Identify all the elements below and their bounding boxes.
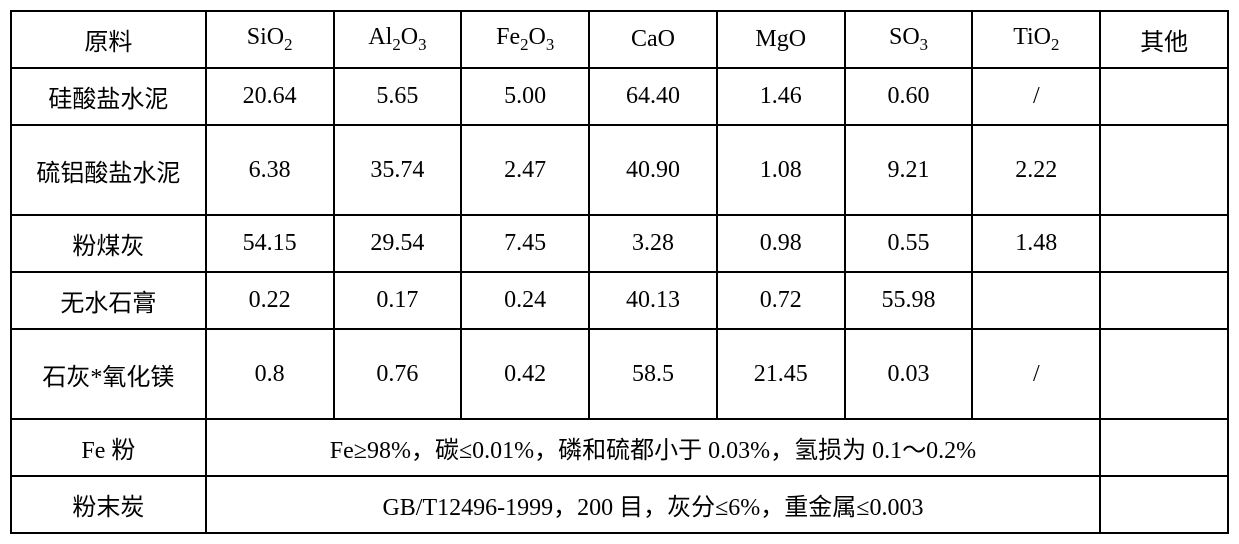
cell-value: 5.00: [461, 68, 589, 125]
table-row: 石灰*氧化镁 0.8 0.76 0.42 58.5 21.45 0.03 /: [11, 329, 1228, 419]
cell-value: [1100, 125, 1228, 215]
cell-value: [972, 272, 1100, 329]
header-tio2: TiO2: [972, 11, 1100, 68]
table-row: 无水石膏 0.22 0.17 0.24 40.13 0.72 55.98: [11, 272, 1228, 329]
cell-value: [1100, 476, 1228, 533]
cell-value: [1100, 329, 1228, 419]
cell-value: [1100, 272, 1228, 329]
row-label: 粉末炭: [11, 476, 206, 533]
cell-value: [1100, 419, 1228, 476]
cell-value: 40.90: [589, 125, 717, 215]
cell-value: 0.8: [206, 329, 334, 419]
cell-value: 0.42: [461, 329, 589, 419]
header-fe2o3: Fe2O3: [461, 11, 589, 68]
composition-table: 原料 SiO2 Al2O3 Fe2O3 CaO MgO SO3 TiO2 其他 …: [10, 10, 1229, 534]
row-label: 无水石膏: [11, 272, 206, 329]
row-label: 粉煤灰: [11, 215, 206, 272]
cell-value: 9.21: [845, 125, 973, 215]
header-sio2: SiO2: [206, 11, 334, 68]
cell-value: /: [972, 329, 1100, 419]
spanning-row: Fe 粉 Fe≥98%，碳≤0.01%，磷和硫都小于 0.03%，氢损为 0.1…: [11, 419, 1228, 476]
cell-value: [1100, 215, 1228, 272]
cell-value: 21.45: [717, 329, 845, 419]
header-row: 原料 SiO2 Al2O3 Fe2O3 CaO MgO SO3 TiO2 其他: [11, 11, 1228, 68]
cell-value: /: [972, 68, 1100, 125]
spanning-cell: Fe≥98%，碳≤0.01%，磷和硫都小于 0.03%，氢损为 0.1～0.2%: [206, 419, 1100, 476]
cell-value: 0.60: [845, 68, 973, 125]
cell-value: 0.24: [461, 272, 589, 329]
table-row: 硅酸盐水泥 20.64 5.65 5.00 64.40 1.46 0.60 /: [11, 68, 1228, 125]
cell-value: 0.98: [717, 215, 845, 272]
cell-value: 55.98: [845, 272, 973, 329]
cell-value: 40.13: [589, 272, 717, 329]
row-label: 石灰*氧化镁: [11, 329, 206, 419]
cell-value: 20.64: [206, 68, 334, 125]
cell-value: 5.65: [334, 68, 462, 125]
cell-value: 1.46: [717, 68, 845, 125]
cell-value: 2.47: [461, 125, 589, 215]
cell-value: 1.08: [717, 125, 845, 215]
spanning-cell: GB/T12496-1999，200 目，灰分≤6%，重金属≤0.003: [206, 476, 1100, 533]
row-label: 硅酸盐水泥: [11, 68, 206, 125]
header-so3: SO3: [845, 11, 973, 68]
cell-value: 0.55: [845, 215, 973, 272]
header-other: 其他: [1100, 11, 1228, 68]
table-row: 粉煤灰 54.15 29.54 7.45 3.28 0.98 0.55 1.48: [11, 215, 1228, 272]
cell-value: 6.38: [206, 125, 334, 215]
cell-value: 2.22: [972, 125, 1100, 215]
cell-value: 0.03: [845, 329, 973, 419]
cell-value: 29.54: [334, 215, 462, 272]
cell-value: 3.28: [589, 215, 717, 272]
cell-value: 58.5: [589, 329, 717, 419]
cell-value: 7.45: [461, 215, 589, 272]
cell-value: 0.72: [717, 272, 845, 329]
cell-value: 64.40: [589, 68, 717, 125]
table-row: 硫铝酸盐水泥 6.38 35.74 2.47 40.90 1.08 9.21 2…: [11, 125, 1228, 215]
cell-value: 0.22: [206, 272, 334, 329]
cell-value: 1.48: [972, 215, 1100, 272]
header-cao: CaO: [589, 11, 717, 68]
cell-value: 54.15: [206, 215, 334, 272]
row-label: 硫铝酸盐水泥: [11, 125, 206, 215]
header-material: 原料: [11, 11, 206, 68]
spanning-row: 粉末炭 GB/T12496-1999，200 目，灰分≤6%，重金属≤0.003: [11, 476, 1228, 533]
cell-value: 0.76: [334, 329, 462, 419]
row-label: Fe 粉: [11, 419, 206, 476]
cell-value: 35.74: [334, 125, 462, 215]
header-mgo: MgO: [717, 11, 845, 68]
header-al2o3: Al2O3: [334, 11, 462, 68]
cell-value: [1100, 68, 1228, 125]
cell-value: 0.17: [334, 272, 462, 329]
